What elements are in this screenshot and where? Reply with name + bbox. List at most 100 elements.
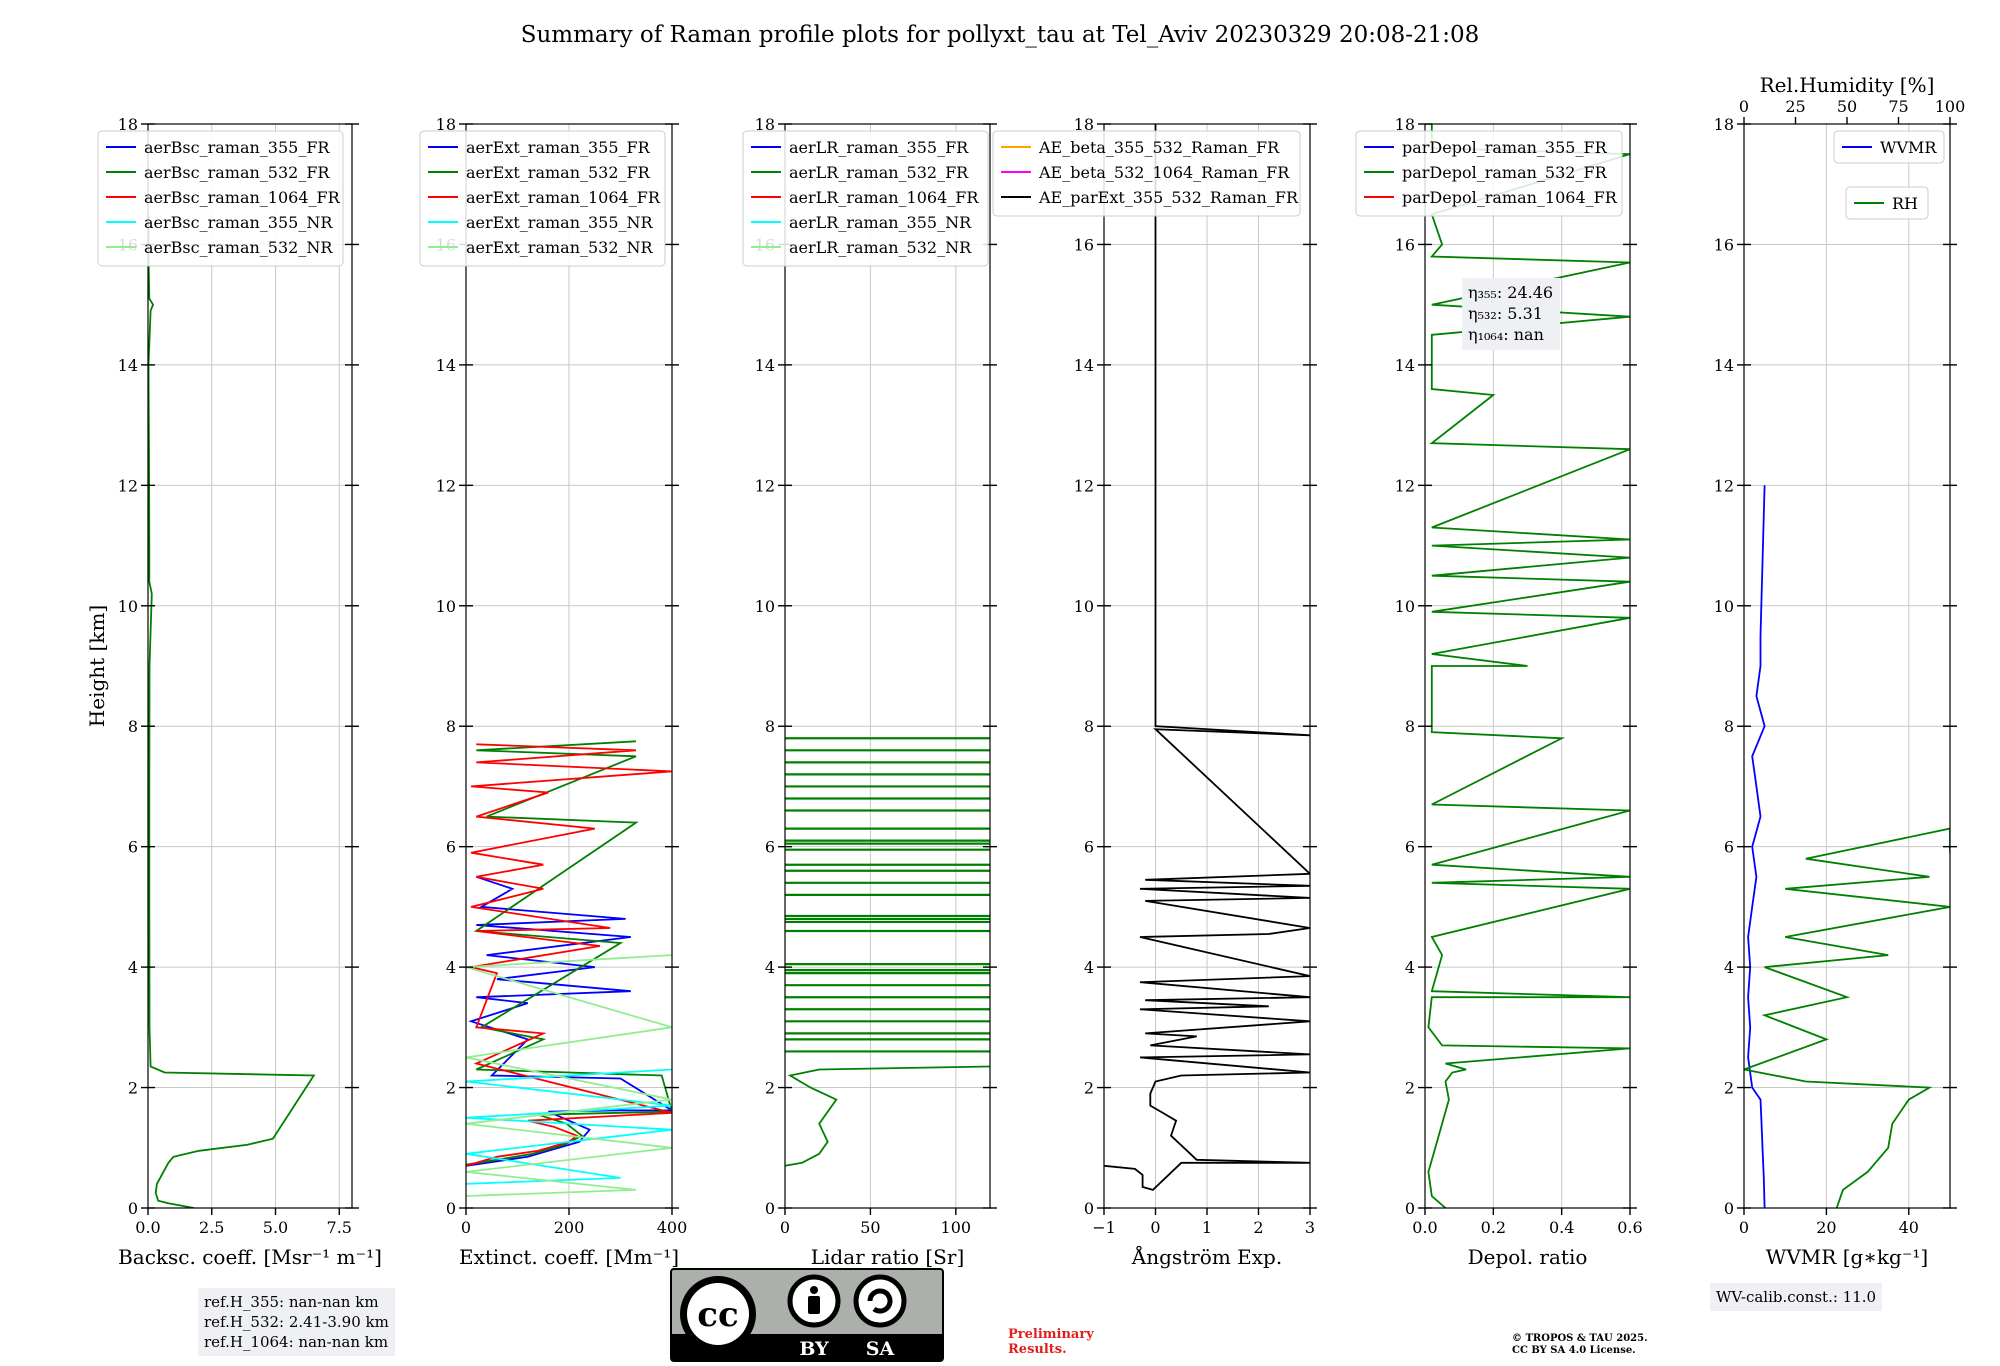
sa-icon [853, 1274, 907, 1328]
eta-value: η₁₀₆₄: nan [1468, 325, 1544, 344]
cc-inner-circle [687, 1283, 749, 1345]
legend-label: aerLR_raman_532_FR [789, 163, 969, 182]
preliminary-note: Preliminary Results. [1008, 1327, 1094, 1357]
y-tick-label: 2 [765, 1079, 775, 1098]
y-tick-label: 2 [128, 1079, 138, 1098]
y-tick-label: 2 [446, 1079, 456, 1098]
top-x-axis-label: Rel.Humidity [%] [1760, 73, 1935, 97]
x-axis-label: WVMR [g∗kg⁻¹] [1766, 1245, 1928, 1269]
series-WVMR [1747, 485, 1766, 1208]
x-tick-label: 1 [1202, 1218, 1212, 1237]
y-tick-label: 4 [1084, 958, 1094, 977]
x-axis-label: Extinct. coeff. [Mm⁻¹] [459, 1245, 679, 1269]
y-tick-label: 8 [1084, 717, 1094, 736]
y-tick-label: 4 [1724, 958, 1734, 977]
series-layer [466, 740, 672, 1197]
x-tick-label: 0 [780, 1218, 790, 1237]
y-tick-label: 12 [118, 476, 138, 495]
y-tick-label: 6 [128, 838, 138, 857]
legend-box [419, 130, 666, 267]
y-tick-label: 4 [128, 958, 138, 977]
copyright-line-1: © TROPOS & TAU 2025. [1512, 1333, 1648, 1344]
by-icon-body [808, 1296, 820, 1314]
preliminary-line-2: Results. [1008, 1342, 1067, 1357]
y-tick-label: 10 [755, 597, 775, 616]
panel-frame [784, 123, 991, 1209]
panel-5: 0 2 4 6 8 10 12 14 16 18 0.0 0.2 0.4 0.6 Depol. ratio p… [1355, 115, 1643, 1269]
x-tick-label: 5.0 [263, 1218, 288, 1237]
y-tick-label: 18 [1074, 115, 1094, 134]
x-tick-label: 0 [1739, 1218, 1749, 1237]
x-axis-label: Lidar ratio [Sr] [811, 1245, 965, 1269]
y-tick-label: 10 [118, 597, 138, 616]
y-tick-label: 18 [118, 115, 138, 134]
legend-label: aerBsc_raman_1064_FR [144, 188, 341, 207]
legend-label: parDepol_raman_1064_FR [1402, 188, 1618, 207]
ref-height-box: ref.H_355: nan-nan km ref.H_532: 2.41-3.… [198, 1288, 395, 1356]
x-tick-label: 2 [1253, 1218, 1263, 1237]
y-tick-label: 8 [446, 717, 456, 736]
panel-3: 024681012141618050100Lidar ratio [Sr]aer… [742, 115, 997, 1269]
legend-box [992, 130, 1301, 217]
y-tick-label: 8 [1405, 717, 1415, 736]
series-layer [1744, 485, 1950, 1208]
legend-label: AE_beta_532_1064_Raman_FR [1038, 163, 1290, 182]
x-axis-label: Depol. ratio [1468, 1245, 1588, 1269]
legend-label: AE_parExt_355_532_Raman_FR [1038, 188, 1299, 207]
series-layer [1104, 124, 1310, 1191]
sa-label: SA [866, 1338, 895, 1360]
eta-value: η₅₃₂: 5.31 [1468, 304, 1543, 323]
legend-box [1833, 130, 1945, 164]
by-icon-head [810, 1286, 818, 1294]
x-tick-label: 0.2 [1481, 1218, 1506, 1237]
x-tick-label: 3 [1305, 1218, 1315, 1237]
top-x-tick-label: 0 [1739, 97, 1749, 116]
legend-label: aerExt_raman_355_NR [466, 213, 654, 232]
ref-height-532: ref.H_532: 2.41-3.90 km [204, 1313, 389, 1331]
figure-title: Summary of Raman profile plots for polly… [520, 22, 1480, 48]
y-tick-label: 0 [1724, 1199, 1734, 1218]
x-tick-label: 40 [1899, 1218, 1919, 1237]
legend-label: AE_beta_355_532_Raman_FR [1038, 138, 1280, 157]
legend-label: aerExt_raman_532_FR [466, 163, 651, 182]
top-x-tick-label: 75 [1888, 97, 1908, 116]
panel-frame [1424, 123, 1631, 1209]
y-tick-label: 0 [1405, 1199, 1415, 1218]
panel-frame [147, 123, 353, 1209]
y-tick-label: 6 [446, 838, 456, 857]
y-tick-label: 12 [755, 476, 775, 495]
top-x-tick-label: 25 [1785, 97, 1805, 116]
legend-label: aerBsc_raman_532_NR [144, 238, 333, 257]
y-tick-label: 12 [1395, 476, 1415, 495]
y-tick-label: 0 [128, 1199, 138, 1218]
panel-frame [1743, 123, 1951, 1209]
wv-calib-const: WV-calib.const.: 11.0 [1716, 1288, 1877, 1306]
legend-label: RH [1892, 194, 1918, 213]
y-tick-label: 14 [1074, 356, 1094, 375]
y-tick-label: 18 [1714, 115, 1734, 134]
y-tick-label: 0 [446, 1199, 456, 1218]
y-tick-label: 12 [1074, 476, 1094, 495]
x-tick-label: 2.5 [199, 1218, 224, 1237]
legend-label: aerLR_raman_355_NR [789, 213, 972, 232]
y-tick-label: 18 [1395, 115, 1415, 134]
x-tick-label: 200 [554, 1218, 585, 1237]
legend-box [97, 130, 344, 267]
y-tick-label: 6 [1084, 838, 1094, 857]
x-tick-label: 50 [860, 1218, 880, 1237]
y-tick-label: 6 [765, 838, 775, 857]
copyright-note: © TROPOS & TAU 2025. CC BY SA 4.0 Licens… [1512, 1333, 1648, 1357]
preliminary-line-1: Preliminary [1008, 1327, 1094, 1342]
x-tick-label: 0 [1150, 1218, 1160, 1237]
series-layer [148, 214, 316, 1208]
series-aerBsc_raman_532_FR [148, 214, 316, 1208]
y-tick-label: 16 [1714, 235, 1734, 254]
cc-by-sa-logo: cc BY SA [670, 1268, 944, 1362]
x-tick-label: 20 [1816, 1218, 1836, 1237]
series-RH [1744, 827, 1950, 1208]
legend-label: aerExt_raman_532_NR [466, 238, 654, 257]
legend-label: aerExt_raman_1064_FR [466, 188, 661, 207]
